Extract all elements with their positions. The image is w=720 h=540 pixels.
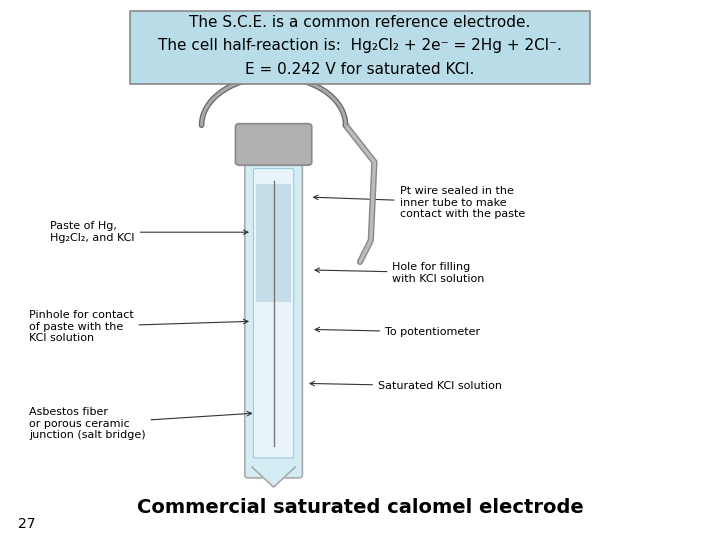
Text: Asbestos fiber
or porous ceramic
junction (salt bridge): Asbestos fiber or porous ceramic junctio… bbox=[29, 407, 251, 441]
Text: Pinhole for contact
of paste with the
KCl solution: Pinhole for contact of paste with the KC… bbox=[29, 310, 248, 343]
Text: 27: 27 bbox=[18, 517, 35, 531]
FancyBboxPatch shape bbox=[235, 124, 312, 165]
FancyBboxPatch shape bbox=[256, 184, 291, 302]
FancyBboxPatch shape bbox=[253, 168, 294, 458]
Text: To potentiometer: To potentiometer bbox=[315, 327, 480, 337]
Text: Saturated KCl solution: Saturated KCl solution bbox=[310, 381, 502, 391]
Text: Paste of Hg,
Hg₂Cl₂, and KCl: Paste of Hg, Hg₂Cl₂, and KCl bbox=[50, 221, 248, 243]
Text: The S.C.E. is a common reference electrode.: The S.C.E. is a common reference electro… bbox=[189, 15, 531, 30]
Polygon shape bbox=[252, 467, 295, 487]
FancyBboxPatch shape bbox=[130, 11, 590, 84]
Text: Hole for filling
with KCl solution: Hole for filling with KCl solution bbox=[315, 262, 485, 284]
Text: Commercial saturated calomel electrode: Commercial saturated calomel electrode bbox=[137, 498, 583, 517]
Text: E = 0.242 V for saturated KCl.: E = 0.242 V for saturated KCl. bbox=[246, 62, 474, 77]
FancyBboxPatch shape bbox=[245, 148, 302, 478]
Text: Pt wire sealed in the
inner tube to make
contact with the paste: Pt wire sealed in the inner tube to make… bbox=[314, 186, 525, 219]
Text: The cell half-reaction is:  Hg₂Cl₂ + 2e⁻ = 2Hg + 2Cl⁻.: The cell half-reaction is: Hg₂Cl₂ + 2e⁻ … bbox=[158, 38, 562, 53]
